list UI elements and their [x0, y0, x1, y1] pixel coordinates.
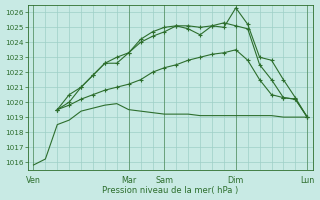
- X-axis label: Pression niveau de la mer( hPa ): Pression niveau de la mer( hPa ): [102, 186, 238, 195]
